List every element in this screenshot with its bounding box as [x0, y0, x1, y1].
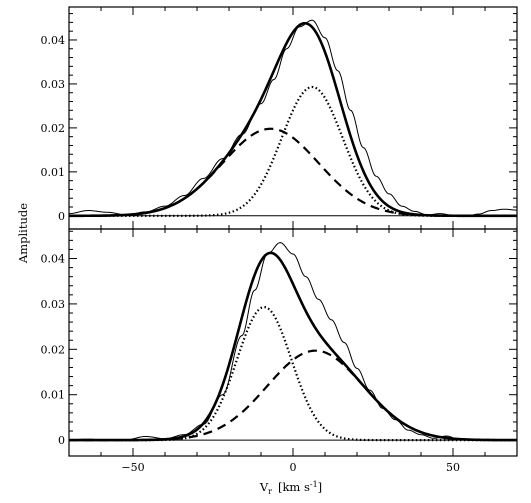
x-axis-title: Vr [km s-1]	[259, 480, 322, 496]
xtick-label: 0	[290, 461, 297, 474]
bottom-ytick-label: 0.02	[41, 343, 66, 356]
xtick-label: 50	[446, 461, 460, 474]
bottom-panel: 0 0.01 0.02 0.03 0.04 −50 0 50	[41, 228, 518, 474]
x-axis-title-subscript: r	[268, 487, 272, 496]
xtick-label: −50	[121, 461, 144, 474]
bottom-ytick-label: 0	[58, 434, 65, 447]
top-ytick-label: 0	[58, 210, 65, 223]
top-frame	[68, 6, 518, 230]
x-axis-title-close: ]	[318, 480, 323, 494]
top-ytick-label: 0.02	[41, 122, 66, 135]
top-fit-curve	[69, 21, 517, 218]
top-panel: 0 0.01 0.02 0.03 0.04	[41, 6, 518, 230]
bottom-frame	[68, 228, 518, 457]
top-ytick-label: 0.01	[41, 166, 66, 179]
bottom-ytick-label: 0.01	[41, 389, 66, 402]
bottom-ytick-label: 0.03	[41, 298, 66, 311]
x-axis-title-symbol: V	[259, 480, 269, 494]
bottom-dotted-component	[69, 305, 517, 442]
top-dotted-component	[69, 85, 517, 217]
x-axis-title-units: [km s	[278, 480, 310, 494]
bottom-observed-profile	[68, 242, 517, 442]
bottom-fit-curve	[69, 251, 517, 442]
y-axis-title: Amplitude	[16, 203, 30, 264]
top-ytick-label: 0.03	[41, 78, 66, 91]
top-dashed-component	[69, 127, 517, 217]
top-observed-profile	[68, 19, 518, 217]
bottom-ytick-label: 0.04	[41, 253, 66, 266]
top-ytick-label: 0.04	[41, 34, 66, 47]
x-axis-title-exponent: -1	[310, 480, 318, 489]
